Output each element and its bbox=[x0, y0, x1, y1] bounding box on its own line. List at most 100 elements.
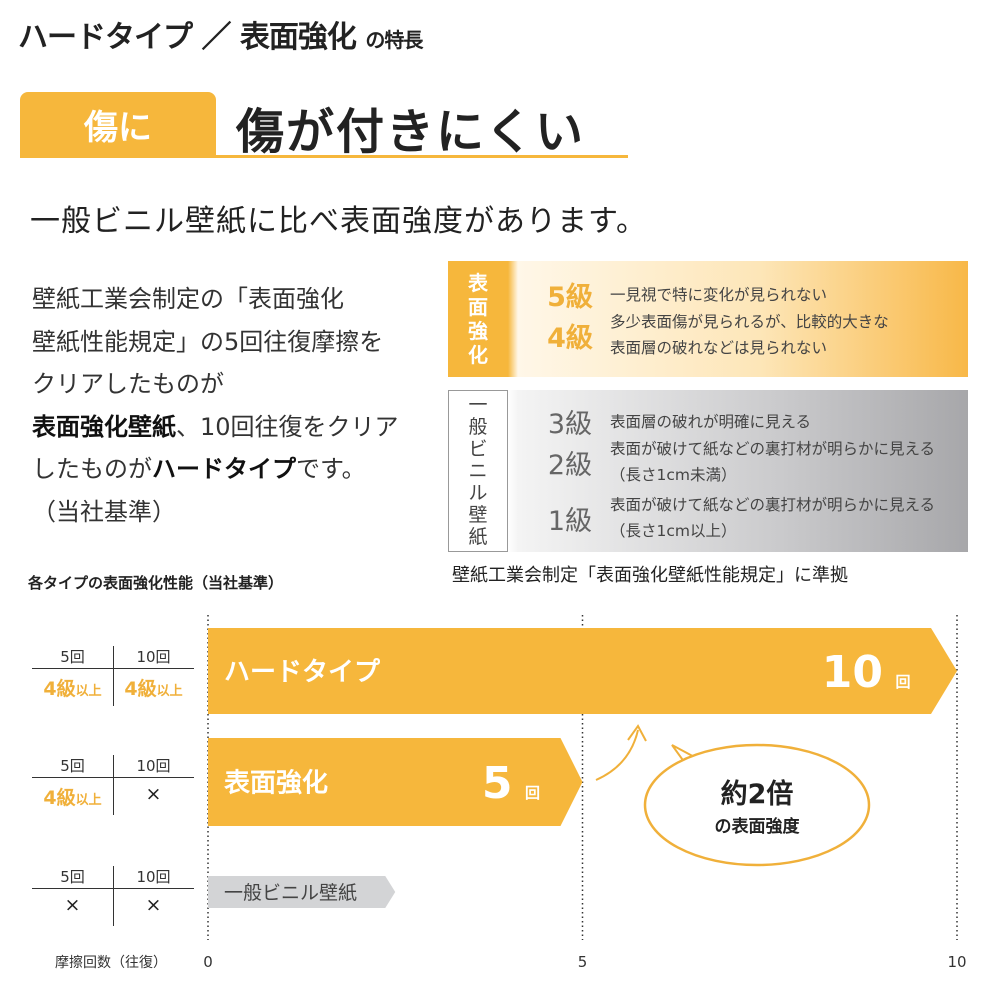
grade-number: 4級 bbox=[547, 322, 593, 354]
bar-value-unit: 回 bbox=[525, 784, 540, 802]
title-main: ハードタイプ ／ 表面強化 bbox=[18, 20, 357, 55]
bar bbox=[208, 876, 396, 908]
subheadline: 一般ビニル壁紙に比べ表面強度があります。 bbox=[30, 204, 647, 239]
grade-text-line: （長さ1cm以上） bbox=[610, 522, 737, 540]
description: 壁紙工業会制定の「表面強化 壁紙性能規定」の5回往復摩擦を クリアしたものが 表… bbox=[32, 278, 399, 533]
value-main: 4級 bbox=[43, 787, 76, 809]
page-title: ハードタイプ ／ 表面強化 の特長 bbox=[18, 12, 423, 56]
bar bbox=[208, 738, 583, 826]
grade-text-line: 表面層の破れなどは見られない bbox=[610, 339, 828, 357]
bar-category-label: 一般ビニル壁紙 bbox=[224, 882, 357, 904]
x-tick-label: 0 bbox=[203, 953, 213, 971]
table-value: 4級以上 bbox=[32, 783, 113, 810]
label-char: ニ bbox=[468, 460, 488, 482]
x-tick-label: 10 bbox=[947, 953, 966, 971]
grade-row: 1級 表面が破けて紙などの裏打材が明らかに見える （長さ1cm以上） bbox=[540, 492, 935, 544]
callout-bubble bbox=[643, 743, 871, 867]
desc-text: です。 bbox=[296, 455, 366, 483]
grade-text: 一見視で特に変化が見られない bbox=[610, 285, 828, 304]
grade-label-surface: 表 面 強 化 bbox=[448, 261, 508, 377]
table-value: 4級以上 bbox=[113, 674, 194, 701]
section-tab: 傷に bbox=[20, 92, 216, 156]
table-divider bbox=[113, 646, 114, 706]
grade-box-vinyl: 一 般 ビ ニ ル 壁 紙 3級 表面層の破れが明確に見える 2級 表面が破けて… bbox=[448, 390, 968, 552]
value-suffix: 以上 bbox=[75, 684, 102, 699]
grade-box-surface: 表 面 強 化 5級 一見視で特に変化が見られない 4級 多少表面傷が見られるが… bbox=[448, 261, 968, 377]
label-char: 化 bbox=[468, 343, 488, 367]
x-tick-label: 5 bbox=[578, 953, 588, 971]
grade-number: 2級 bbox=[547, 449, 593, 481]
standard-note: 壁紙工業会制定「表面強化壁紙性能規定」に準拠 bbox=[452, 565, 848, 586]
desc-line: 表面強化壁紙、10回往復をクリア bbox=[32, 406, 399, 449]
label-char: ル bbox=[468, 482, 488, 504]
table-header: 5回 bbox=[60, 648, 85, 666]
label-char: ビ bbox=[468, 438, 488, 460]
table-header: 10回 bbox=[136, 648, 171, 666]
grade-number: 3級 bbox=[547, 409, 593, 440]
desc-line: （当社基準） bbox=[32, 497, 176, 526]
callout-main: 約2倍 bbox=[721, 778, 794, 810]
grade-label-vinyl: 一 般 ビ ニ ル 壁 紙 bbox=[448, 390, 508, 552]
desc-line: 壁紙工業会制定の「表面強化 bbox=[32, 285, 344, 313]
grade-row: 5級 一見視で特に変化が見られない bbox=[540, 275, 827, 314]
grade-text-line: 表面が破けて紙などの裏打材が明らかに見える bbox=[610, 440, 936, 458]
label-char: 強 bbox=[468, 319, 488, 343]
grade-row: 3級 表面層の破れが明確に見える bbox=[540, 402, 811, 441]
table-divider bbox=[113, 755, 114, 815]
value-suffix: 以上 bbox=[156, 684, 183, 699]
table-header: 5回 bbox=[60, 868, 85, 886]
label-char: 一 bbox=[468, 394, 488, 416]
arrow-head-icon bbox=[627, 724, 647, 742]
grade-text-line: 多少表面傷が見られるが、比較的大きな bbox=[610, 313, 889, 331]
grade-number: 1級 bbox=[547, 505, 593, 537]
table-divider bbox=[113, 866, 114, 926]
grade-text: 表面層の破れが明確に見える bbox=[610, 412, 812, 431]
table-value: × bbox=[145, 783, 162, 805]
table-value: × bbox=[64, 894, 81, 916]
desc-line: 壁紙性能規定」の5回往復摩擦を bbox=[32, 327, 384, 356]
chart-title: 各タイプの表面強化性能（当社基準） bbox=[28, 574, 284, 592]
table-header: 10回 bbox=[136, 757, 171, 775]
grade-text: 表面が破けて紙などの裏打材が明らかに見える （長さ1cm未満） bbox=[610, 436, 935, 488]
grade-row: 4級 多少表面傷が見られるが、比較的大きな 表面層の破れなどは見られない bbox=[540, 309, 889, 361]
bar-category-label: ハードタイプ bbox=[224, 657, 381, 687]
headline: 傷が付きにくい bbox=[236, 104, 586, 160]
desc-bold: 表面強化壁紙 bbox=[32, 412, 176, 441]
label-char: 般 bbox=[468, 416, 488, 438]
desc-bold: ハードタイプ bbox=[152, 455, 296, 483]
table-header: 10回 bbox=[136, 868, 171, 886]
grade-text-line: 表面が破けて紙などの裏打材が明らかに見える bbox=[610, 496, 936, 514]
table-value: × bbox=[145, 894, 162, 916]
label-char: 壁 bbox=[468, 504, 488, 526]
value-main: 4級 bbox=[124, 678, 157, 700]
bar-value-unit: 回 bbox=[895, 673, 910, 691]
label-char: 表 bbox=[468, 271, 488, 295]
bar bbox=[208, 628, 957, 714]
bar-value-label: 5 bbox=[482, 758, 513, 809]
bar-category-label: 表面強化 bbox=[224, 768, 328, 798]
desc-line: クリアしたものが bbox=[32, 370, 224, 398]
value-main: 4級 bbox=[43, 678, 76, 700]
grade-text: 多少表面傷が見られるが、比較的大きな 表面層の破れなどは見られない bbox=[610, 309, 889, 361]
result-table-vinyl: 5回 10回 × × bbox=[32, 866, 194, 926]
grade-text-line: （長さ1cm未満） bbox=[610, 466, 737, 484]
desc-line: したものがハードタイプです。 bbox=[32, 448, 399, 491]
grade-row: 2級 表面が破けて紙などの裏打材が明らかに見える （長さ1cm未満） bbox=[540, 436, 935, 488]
grade-text: 表面が破けて紙などの裏打材が明らかに見える （長さ1cm以上） bbox=[610, 492, 935, 544]
value-suffix: 以上 bbox=[75, 793, 102, 808]
table-header: 5回 bbox=[60, 757, 85, 775]
callout-sub: の表面強度 bbox=[715, 816, 801, 837]
result-table-hard: 5回 10回 4級以上 4級以上 bbox=[32, 646, 194, 706]
x-axis-label: 摩擦回数（往復） bbox=[55, 955, 167, 971]
desc-text: 、10回往復をクリア bbox=[176, 412, 399, 441]
grade-number: 5級 bbox=[547, 282, 593, 313]
headline-underline bbox=[20, 155, 628, 158]
bar-value-label: 10 bbox=[822, 647, 883, 698]
desc-text: したものが bbox=[32, 455, 152, 483]
label-char: 面 bbox=[468, 295, 488, 319]
result-table-surface: 5回 10回 4級以上 × bbox=[32, 755, 194, 815]
label-char: 紙 bbox=[468, 526, 488, 548]
arrow-line bbox=[595, 729, 639, 781]
table-value: 4級以上 bbox=[32, 674, 113, 701]
